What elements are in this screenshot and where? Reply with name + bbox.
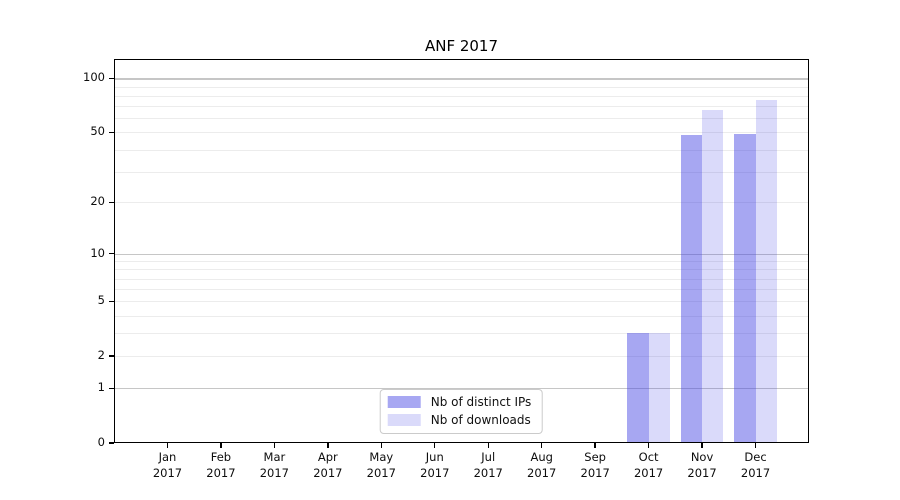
x-tick xyxy=(327,443,329,448)
bar-downloads xyxy=(648,333,670,443)
gridline-minor xyxy=(114,149,809,151)
x-tick-label: Nov 2017 xyxy=(670,449,734,481)
x-tick-month: Aug xyxy=(530,450,553,464)
gridline-major xyxy=(114,78,809,80)
gridline-minor xyxy=(114,86,809,88)
x-tick-label: Jan 2017 xyxy=(135,449,199,481)
y-tick-label: 100 xyxy=(83,70,105,85)
y-tick-label: 0 xyxy=(97,435,105,449)
x-tick-month: Jan xyxy=(158,450,177,464)
legend: Nb of distinct IPs Nb of downloads xyxy=(379,389,543,434)
y-tick xyxy=(109,355,114,357)
x-tick-label: Sep 2017 xyxy=(563,449,627,481)
gridline-major xyxy=(114,388,809,390)
x-tick-year: 2017 xyxy=(420,466,450,480)
x-tick-year: 2017 xyxy=(366,466,396,480)
y-tick-label: 5 xyxy=(97,293,105,308)
legend-label-distinct-ips: Nb of distinct IPs xyxy=(430,395,532,409)
x-tick-year: 2017 xyxy=(152,466,183,480)
x-tick-month: Nov xyxy=(690,450,714,464)
y-tick xyxy=(109,442,114,444)
gridline-minor xyxy=(114,315,809,317)
y-tick xyxy=(109,201,114,204)
x-tick xyxy=(487,443,489,448)
x-tick-label: Jun 2017 xyxy=(403,449,467,481)
gridline-minor xyxy=(114,118,809,120)
y-tick-label: 2 xyxy=(97,348,105,363)
x-tick xyxy=(434,443,436,448)
gridline-minor xyxy=(114,261,809,263)
x-tick-label: Oct 2017 xyxy=(617,449,681,481)
bar-downloads xyxy=(702,109,724,443)
bar-downloads xyxy=(755,99,777,443)
gridline-minor xyxy=(114,289,809,291)
x-tick-label: Apr 2017 xyxy=(296,449,360,481)
legend-label-downloads: Nb of downloads xyxy=(430,413,531,427)
x-tick xyxy=(701,443,703,448)
y-tick xyxy=(109,300,114,303)
legend-swatch-distinct-ips xyxy=(387,396,421,408)
y-tick-label: 50 xyxy=(90,124,105,139)
legend-item-distinct-ips: Nb of distinct IPs xyxy=(387,395,532,409)
x-tick-year: 2017 xyxy=(740,466,771,480)
gridline-major xyxy=(114,253,809,255)
bar-distinct-ips xyxy=(627,333,649,443)
bar-distinct-ips xyxy=(680,135,703,443)
x-tick-label: May 2017 xyxy=(349,449,413,481)
x-tick xyxy=(380,443,382,448)
x-tick-year: 2017 xyxy=(633,466,664,480)
y-tick-label: 10 xyxy=(90,245,105,260)
x-tick-month: Sep xyxy=(584,450,606,464)
x-tick-month: Jun xyxy=(425,450,444,464)
x-tick-year: 2017 xyxy=(206,466,236,480)
x-tick-month: May xyxy=(369,450,394,464)
x-tick xyxy=(166,443,169,448)
x-tick-month: Dec xyxy=(744,450,767,464)
x-tick-label: Dec 2017 xyxy=(724,449,788,481)
x-tick-month: Apr xyxy=(317,450,338,464)
chart-title: ANF 2017 xyxy=(424,37,499,55)
x-tick-year: 2017 xyxy=(687,466,717,480)
x-tick xyxy=(220,443,222,448)
gridline-minor xyxy=(114,132,809,134)
x-tick-month: Oct xyxy=(638,450,659,464)
gridline-minor xyxy=(114,269,809,271)
x-tick-year: 2017 xyxy=(259,466,290,480)
y-tick xyxy=(109,131,114,134)
x-tick-month: Feb xyxy=(210,450,232,464)
gridline-minor xyxy=(114,202,809,204)
x-tick-month: Mar xyxy=(263,450,286,464)
y-tick-label: 20 xyxy=(90,194,105,209)
x-tick-label: Feb 2017 xyxy=(189,449,253,481)
gridline-minor xyxy=(114,171,809,173)
y-tick xyxy=(109,77,114,80)
gridline-minor xyxy=(114,106,809,108)
gridline-minor xyxy=(114,278,809,280)
x-tick-month: Jul xyxy=(481,450,496,464)
legend-item-downloads: Nb of downloads xyxy=(387,413,532,427)
x-tick-label: Aug 2017 xyxy=(510,449,574,481)
gridline-minor xyxy=(114,333,809,335)
x-tick-year: 2017 xyxy=(527,466,557,480)
y-tick xyxy=(109,387,114,389)
y-tick-label: 1 xyxy=(97,380,105,395)
bar-distinct-ips xyxy=(734,133,756,443)
x-tick-label: Mar 2017 xyxy=(242,449,306,481)
y-tick xyxy=(109,252,114,255)
x-tick xyxy=(540,443,543,448)
x-tick-year: 2017 xyxy=(313,466,343,480)
x-tick xyxy=(273,443,276,448)
x-tick-label: Jul 2017 xyxy=(456,449,520,481)
gridline-minor xyxy=(114,95,809,97)
x-tick-year: 2017 xyxy=(580,466,610,480)
gridline-minor xyxy=(114,301,809,303)
legend-swatch-downloads xyxy=(387,414,421,426)
gridline-minor xyxy=(114,356,809,358)
x-tick xyxy=(594,443,596,448)
x-tick xyxy=(647,443,650,448)
x-tick xyxy=(754,443,757,448)
x-tick-year: 2017 xyxy=(473,466,503,480)
plot-area xyxy=(114,59,809,443)
